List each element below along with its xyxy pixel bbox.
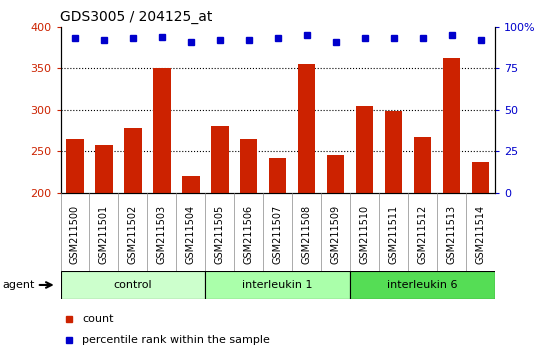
Text: GSM211500: GSM211500 [70, 205, 80, 264]
Text: GSM211501: GSM211501 [99, 205, 109, 264]
Bar [385, 112, 402, 193]
Bar [153, 68, 170, 193]
Text: interleukin 1: interleukin 1 [243, 280, 313, 290]
Bar [298, 64, 315, 193]
Bar [67, 139, 84, 193]
Text: control: control [114, 280, 152, 290]
Text: percentile rank within the sample: percentile rank within the sample [82, 335, 270, 345]
Text: GSM211512: GSM211512 [417, 205, 427, 264]
Text: GSM211502: GSM211502 [128, 205, 138, 264]
Text: GSM211514: GSM211514 [476, 205, 486, 264]
Bar [205, 271, 350, 299]
Bar [443, 58, 460, 193]
Text: GSM211506: GSM211506 [244, 205, 254, 264]
Text: GSM211513: GSM211513 [447, 205, 456, 264]
Text: GDS3005 / 204125_at: GDS3005 / 204125_at [60, 10, 213, 24]
Bar [182, 176, 200, 193]
Bar [472, 162, 489, 193]
Text: GSM211509: GSM211509 [331, 205, 340, 264]
Text: GSM211511: GSM211511 [389, 205, 399, 264]
Bar [327, 155, 344, 193]
Bar [240, 139, 257, 193]
Text: GSM211503: GSM211503 [157, 205, 167, 264]
Bar [269, 158, 287, 193]
Bar [356, 105, 373, 193]
Text: GSM211505: GSM211505 [215, 205, 225, 264]
Text: GSM211508: GSM211508 [302, 205, 312, 264]
Text: GSM211507: GSM211507 [273, 205, 283, 264]
Bar [211, 126, 228, 193]
Bar [350, 271, 495, 299]
Bar [60, 271, 205, 299]
Text: GSM211510: GSM211510 [360, 205, 370, 264]
Text: agent: agent [3, 280, 35, 290]
Text: interleukin 6: interleukin 6 [387, 280, 458, 290]
Bar [414, 137, 431, 193]
Bar [124, 128, 141, 193]
Text: count: count [82, 314, 114, 324]
Text: GSM211504: GSM211504 [186, 205, 196, 264]
Bar [95, 145, 113, 193]
